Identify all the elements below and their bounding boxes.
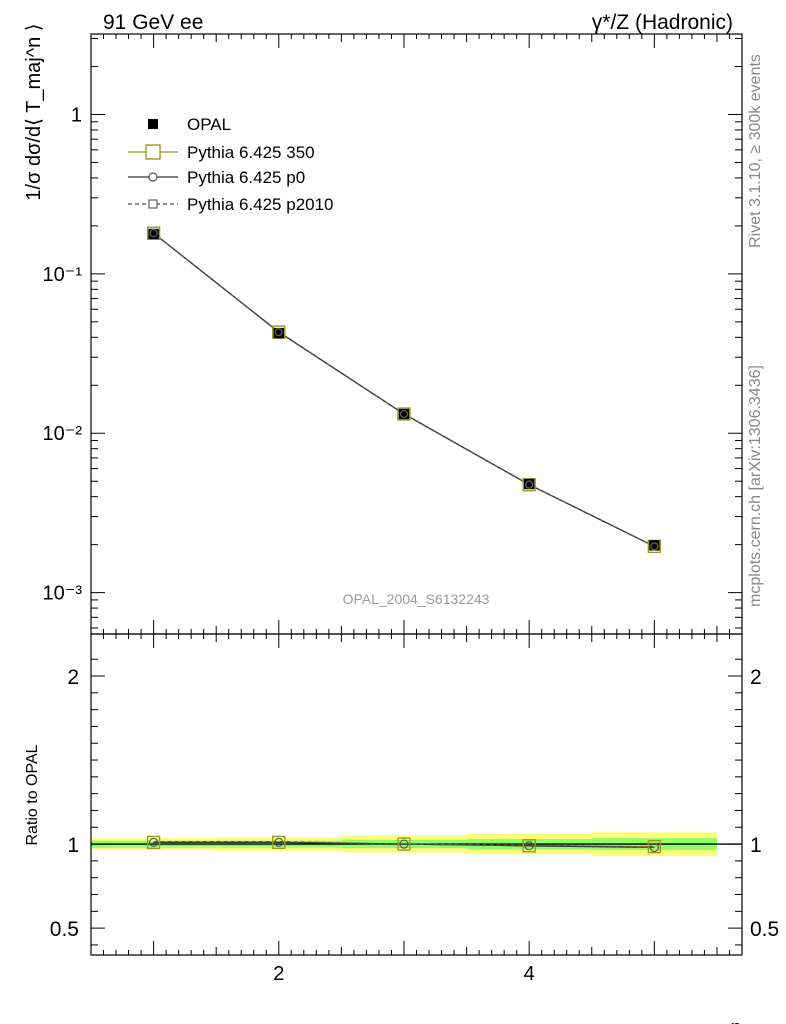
legend-label: OPAL [187,115,231,134]
ratio-p350-marker [647,839,662,854]
series-p350-marker [146,226,161,240]
series-p2010-line [153,232,655,547]
ratio-p0-marker [524,841,534,851]
ratio-p350-marker [272,835,286,850]
legend-p350-marker [145,144,161,160]
legend-label: Pythia 6.425 350 [187,143,315,162]
legend-label: Pythia 6.425 p0 [187,168,305,187]
ratio-p0-marker [148,837,159,847]
ratio-p350-marker [397,837,411,851]
series-p0-marker [399,409,409,419]
main-ytick-label: 10⁻¹ [43,264,83,286]
ratio-ylabel: Ratio to OPAL [24,744,41,845]
ratio-ytick-label: 1 [67,834,79,857]
ratio-xtick-label: 2 [273,963,284,985]
ratio-ytick-label: 0.5 [50,918,79,941]
ratio-p350-marker [522,839,536,853]
rivet-label: Rivet 3.1.10, ≥ 300k events [747,54,764,248]
series-p0-line [153,232,655,547]
series-p0-marker [149,229,158,238]
ratio-ytick-label-right: 1 [750,834,762,857]
ratio-plot-frame [90,633,743,956]
series-p350-marker [397,407,411,421]
main-ytick-label: 10⁻³ [43,583,83,605]
analysis-watermark: OPAL_2004_S6132243 [343,591,490,607]
main-ylabel: 1/σ dσ/d⟨ T_maj^n ⟩ [23,23,45,200]
ratio-ytick-label: 2 [67,666,79,689]
header-left: 91 GeV ee [103,11,203,34]
legend-label: Pythia 6.425 p2010 [187,195,334,214]
legend-opal-marker [148,119,158,129]
header-right: γ*/Z (Hadronic) [592,11,733,34]
legend-p2010-marker [148,199,158,209]
ratio-p0-marker [649,842,659,853]
ratio-xlabel: n [730,1017,741,1024]
series-opal-marker [398,408,410,420]
main-ytick-label: 10⁻² [43,423,83,445]
series-p0-marker [650,542,659,551]
ratio-ytick-label-right: 0.5 [750,918,779,941]
main-ytick-label: 1 [71,105,82,127]
ratio-p350-marker [146,835,161,850]
series-p0-marker [525,480,534,489]
series-p0-marker [274,328,283,337]
ratio-xtick-label: 4 [524,963,535,985]
ratio-ytick-label-right: 2 [750,666,762,689]
ratio-p0-marker [399,839,409,849]
mcplots-label: mcplots.cern.ch [arXiv:1306.3436] [747,365,764,607]
legend-p0-marker [148,172,158,182]
series-p350-line [153,232,655,547]
series-p350-marker [522,478,536,492]
ratio-p0-marker [274,837,284,847]
ratio-p0-line [153,841,655,849]
